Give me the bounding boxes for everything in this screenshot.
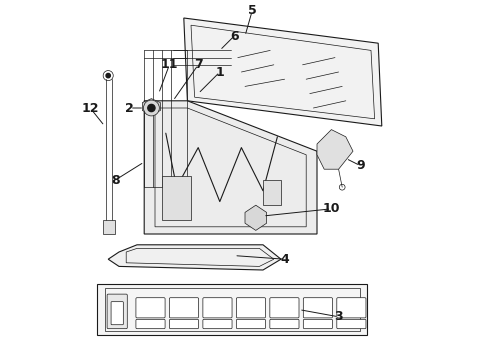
Circle shape (106, 73, 110, 78)
Text: 4: 4 (280, 253, 289, 266)
Text: 10: 10 (322, 202, 340, 215)
FancyBboxPatch shape (303, 319, 333, 329)
Bar (162, 176, 191, 220)
Bar (263, 180, 281, 205)
FancyBboxPatch shape (270, 298, 299, 318)
Text: 9: 9 (356, 159, 365, 172)
FancyBboxPatch shape (203, 298, 232, 318)
FancyBboxPatch shape (236, 298, 266, 318)
FancyBboxPatch shape (136, 298, 165, 318)
Polygon shape (108, 245, 281, 270)
FancyBboxPatch shape (111, 302, 123, 325)
FancyBboxPatch shape (170, 298, 198, 318)
Text: 7: 7 (194, 58, 202, 71)
FancyBboxPatch shape (236, 319, 266, 329)
Polygon shape (245, 205, 267, 230)
FancyBboxPatch shape (337, 319, 366, 329)
FancyBboxPatch shape (303, 298, 333, 318)
Text: 12: 12 (81, 102, 99, 114)
FancyBboxPatch shape (337, 298, 366, 318)
FancyBboxPatch shape (203, 319, 232, 329)
Polygon shape (143, 99, 160, 114)
Polygon shape (98, 284, 367, 335)
FancyBboxPatch shape (107, 294, 127, 329)
Text: 2: 2 (125, 102, 134, 114)
FancyBboxPatch shape (270, 319, 299, 329)
Text: 3: 3 (334, 310, 343, 323)
Circle shape (148, 104, 155, 112)
Polygon shape (103, 220, 116, 234)
Text: 6: 6 (230, 30, 239, 42)
Polygon shape (144, 101, 317, 234)
Text: 1: 1 (216, 66, 224, 78)
Polygon shape (317, 130, 353, 169)
FancyBboxPatch shape (136, 319, 165, 329)
Circle shape (144, 100, 159, 116)
FancyBboxPatch shape (170, 319, 198, 329)
Text: 11: 11 (161, 58, 178, 71)
Polygon shape (184, 18, 382, 126)
Text: 8: 8 (111, 174, 120, 186)
Text: 5: 5 (248, 4, 257, 17)
